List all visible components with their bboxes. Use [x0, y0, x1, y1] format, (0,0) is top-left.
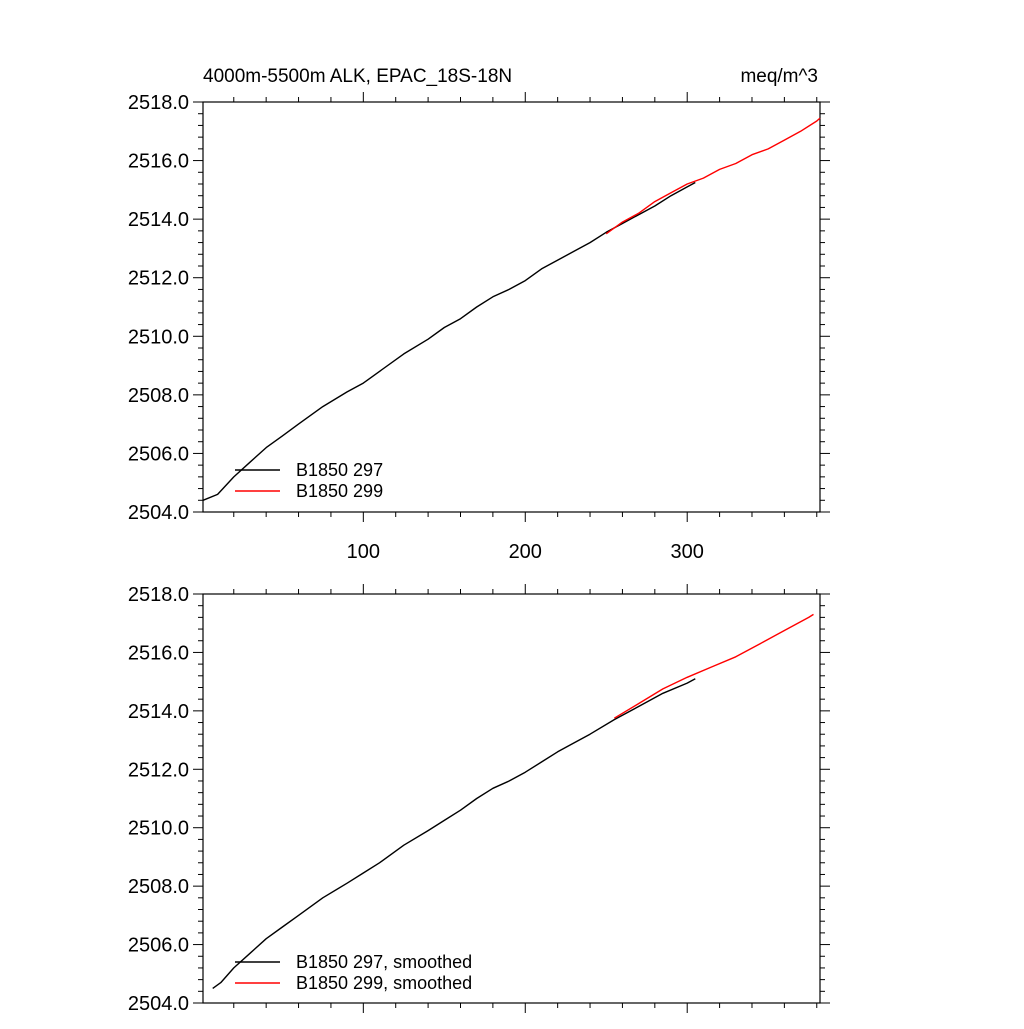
series-line-1	[212, 678, 696, 989]
y-tick-label: 2506.0	[128, 935, 189, 957]
y-tick-label: 2514.0	[128, 701, 189, 723]
chart-panel-2: 2504.0 2506.0 2508.0 2510.0 2512.0 2514.0 2516…	[128, 584, 830, 1015]
y-tick-label: 2504.0	[128, 993, 189, 1015]
y-tick-label: 2516.0	[128, 642, 189, 664]
y-tick-label: 2518.0	[128, 92, 189, 114]
series-line-2	[605, 117, 821, 235]
y-tick-label: 2506.0	[128, 443, 189, 465]
plot-frame	[202, 593, 821, 1004]
x-tick-label: 100	[347, 541, 380, 563]
y-tick-label: 2510.0	[128, 326, 189, 348]
y-tick-label: 2512.0	[128, 268, 189, 290]
legend-label-1: B1850 297	[296, 460, 383, 480]
chart-panel-1: 2504.0 2506.0 2508.0 2510.0 2512.0 2514.0 2516…	[128, 66, 830, 563]
series-line-2	[613, 613, 814, 719]
y-tick-label: 2518.0	[128, 584, 189, 606]
chart-units: meq/m^3	[740, 66, 818, 87]
y-tick-label: 2516.0	[128, 151, 189, 173]
y-tick-label: 2504.0	[128, 502, 189, 524]
chart-title: 4000m-5500m ALK, EPAC_18S-18N	[203, 66, 512, 87]
y-tick-label: 2514.0	[128, 209, 189, 231]
x-tick-label: 200	[509, 541, 542, 563]
legend-label-2: B1850 299, smoothed	[296, 973, 472, 993]
y-tick-label: 2508.0	[128, 385, 189, 407]
legend-label-1: B1850 297, smoothed	[296, 952, 472, 972]
y-tick-label: 2510.0	[128, 818, 189, 840]
x-tick-label: 300	[671, 541, 704, 563]
plot-frame	[202, 101, 821, 513]
y-tick-label: 2508.0	[128, 876, 189, 898]
y-tick-label: 2512.0	[128, 759, 189, 781]
legend-label-2: B1850 299	[296, 481, 383, 501]
series-line-1	[202, 181, 696, 501]
